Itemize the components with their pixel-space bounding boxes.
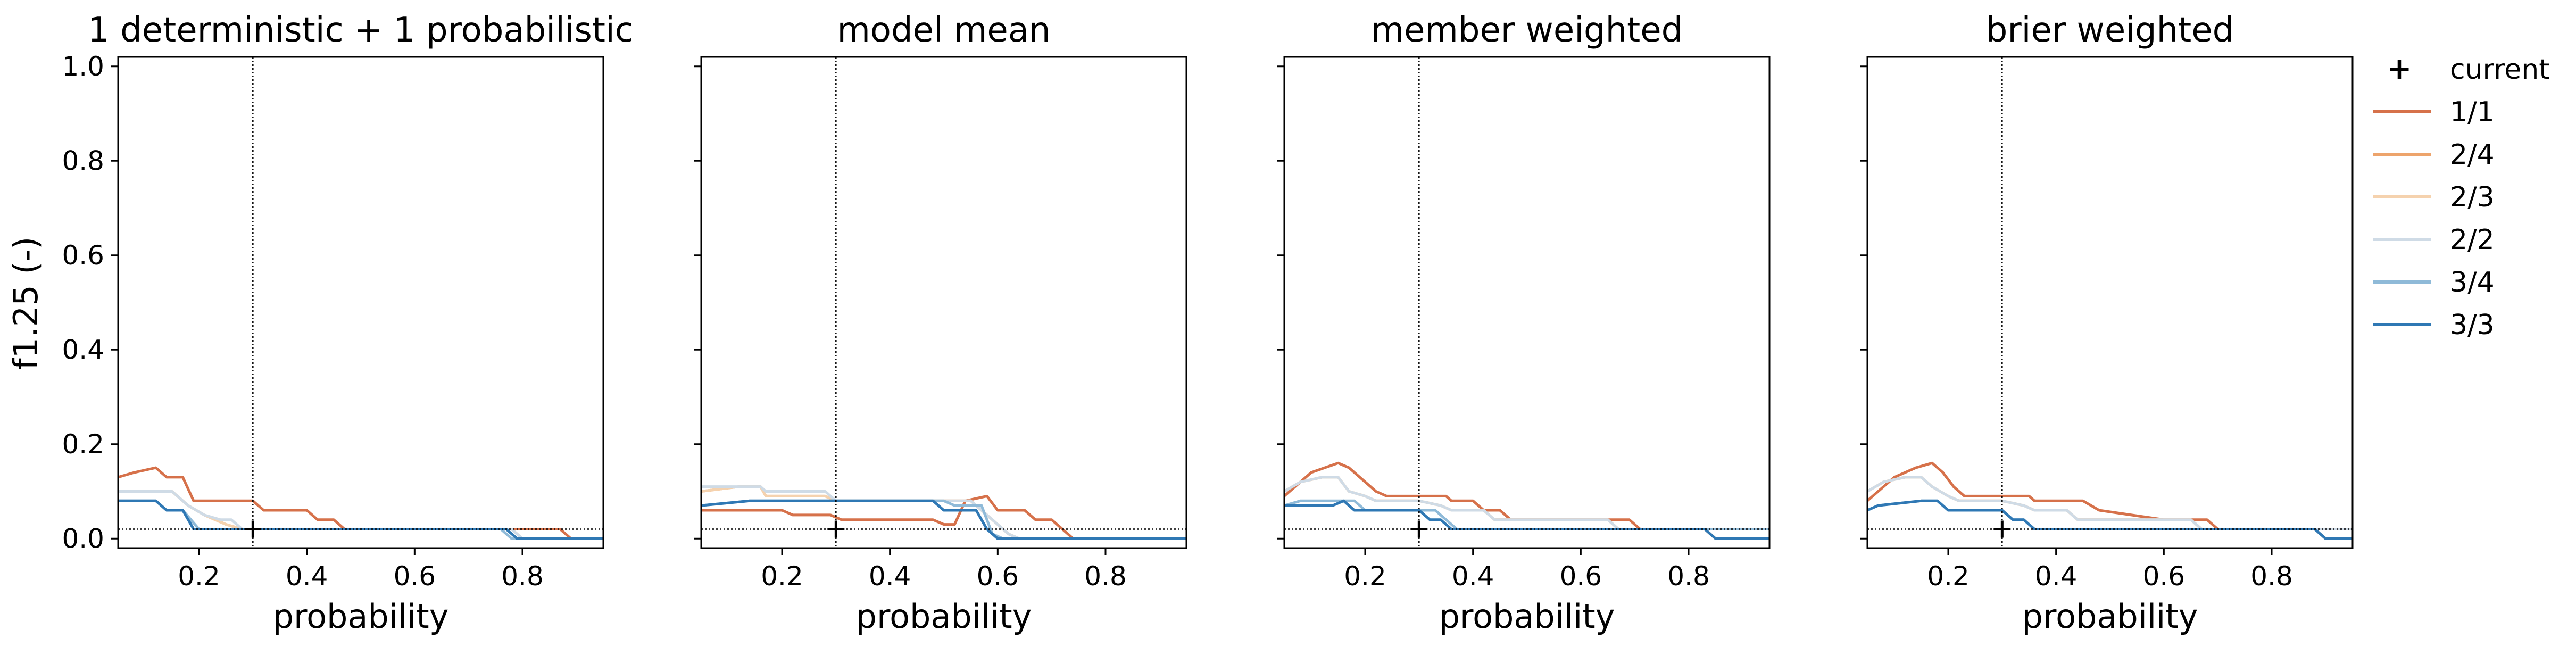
series-line-3-4 — [1284, 499, 1769, 530]
panel-4: 0.2 0.4 0.6 0.8 brier weighted probability — [1860, 11, 2354, 636]
x-axis-label: probability — [1439, 597, 1615, 636]
legend: + current 1/1 2/4 2/3 2/2 3/4 3/3 — [2370, 47, 2570, 351]
current-marker — [827, 520, 845, 538]
series-line-2-3 — [118, 490, 603, 540]
plot-frame — [700, 56, 1187, 549]
series-line-2-4 — [118, 490, 603, 540]
panel-1: 0.2 0.4 0.6 0.8 0.0 0.2 0.4 0.6 0.8 1.01 determin… — [62, 11, 633, 636]
legend-entry-1-1: 1/1 — [2373, 96, 2495, 128]
plot-frame — [117, 56, 604, 549]
series-line-3-3 — [1284, 499, 1769, 540]
x-tick-label: 0.4 — [286, 561, 328, 592]
panel-title: member weighted — [1371, 11, 1683, 50]
series-line-2-2 — [118, 490, 603, 540]
series-line-3-4 — [701, 499, 1186, 540]
x-tick-label: 0.2 — [761, 561, 803, 592]
series-line-3-3 — [701, 499, 1186, 540]
series-line-1-1 — [701, 494, 1186, 540]
y-tick-label: 0.8 — [62, 145, 104, 176]
x-tick-label: 0.6 — [977, 561, 1019, 592]
legend-entry-2-4: 2/4 — [2373, 139, 2495, 171]
x-axis-label: probability — [273, 597, 449, 636]
x-axis-label: probability — [2022, 597, 2198, 636]
x-tick-label: 0.8 — [1084, 561, 1127, 592]
panel-title: 1 deterministic + 1 probabilistic — [88, 11, 634, 50]
y-tick-label: 0.2 — [62, 429, 104, 460]
legend-label: 2/3 — [2450, 181, 2495, 213]
current-marker-icon: + — [2387, 52, 2412, 86]
legend-label: 1/1 — [2450, 96, 2495, 128]
x-tick-label: 0.2 — [178, 561, 220, 592]
x-axis-label: probability — [856, 597, 1032, 636]
x-tick-label: 0.6 — [2143, 561, 2186, 592]
y-axis-label: f1.25 (-) — [6, 237, 45, 370]
series-line-1-1 — [1283, 461, 1769, 530]
legend-current-label: current — [2450, 54, 2550, 86]
x-tick-label: 0.2 — [1927, 561, 1970, 592]
series-line-2-4 — [701, 485, 1186, 540]
legend-label: 2/2 — [2450, 224, 2495, 256]
x-tick-label: 0.8 — [2250, 561, 2293, 592]
legend-label: 3/4 — [2450, 267, 2495, 298]
legend-entry-3-4: 3/4 — [2373, 267, 2495, 298]
x-tick-label: 0.4 — [2035, 561, 2078, 592]
series-line-2-2 — [701, 485, 1186, 540]
series-line-2-3 — [701, 485, 1186, 540]
plot-frame — [1283, 56, 1771, 549]
series-line-1-1 — [118, 466, 603, 540]
current-marker — [244, 520, 262, 538]
legend-frame — [2370, 47, 2570, 351]
current-marker — [1410, 520, 1428, 538]
legend-entry-2-2: 2/2 — [2373, 224, 2495, 256]
y-tick-label: 1.0 — [62, 51, 104, 82]
y-tick-label: 0.4 — [62, 334, 104, 365]
series-line-3-3 — [1866, 499, 2353, 540]
legend-entry-2-3: 2/3 — [2373, 181, 2495, 213]
x-tick-label: 0.4 — [1452, 561, 1494, 592]
legend-entry-3-3: 3/3 — [2373, 309, 2495, 341]
x-tick-label: 0.8 — [501, 561, 544, 592]
x-tick-label: 0.8 — [1667, 561, 1710, 592]
x-tick-label: 0.4 — [869, 561, 911, 592]
plot-frame — [1866, 56, 2354, 549]
panel-title: model mean — [837, 11, 1050, 50]
legend-label: 3/3 — [2450, 309, 2495, 341]
x-tick-label: 0.6 — [394, 561, 436, 592]
panels: 0.2 0.4 0.6 0.8 0.0 0.2 0.4 0.6 0.8 1.01 determin… — [62, 11, 2354, 636]
y-tick-label: 0.6 — [62, 240, 104, 271]
x-tick-label: 0.2 — [1344, 561, 1386, 592]
current-marker — [1993, 520, 2011, 538]
series-line-3-3 — [118, 499, 603, 540]
panel-3: 0.2 0.4 0.6 0.8 member weighted probability — [1277, 11, 1771, 636]
y-tick-label: 0.0 — [62, 523, 104, 554]
x-tick-label: 0.6 — [1560, 561, 1602, 592]
legend-label: 2/4 — [2450, 139, 2495, 171]
panel-title: brier weighted — [1986, 11, 2234, 50]
panel-2: 0.2 0.4 0.6 0.8 model mean probability — [694, 11, 1187, 636]
